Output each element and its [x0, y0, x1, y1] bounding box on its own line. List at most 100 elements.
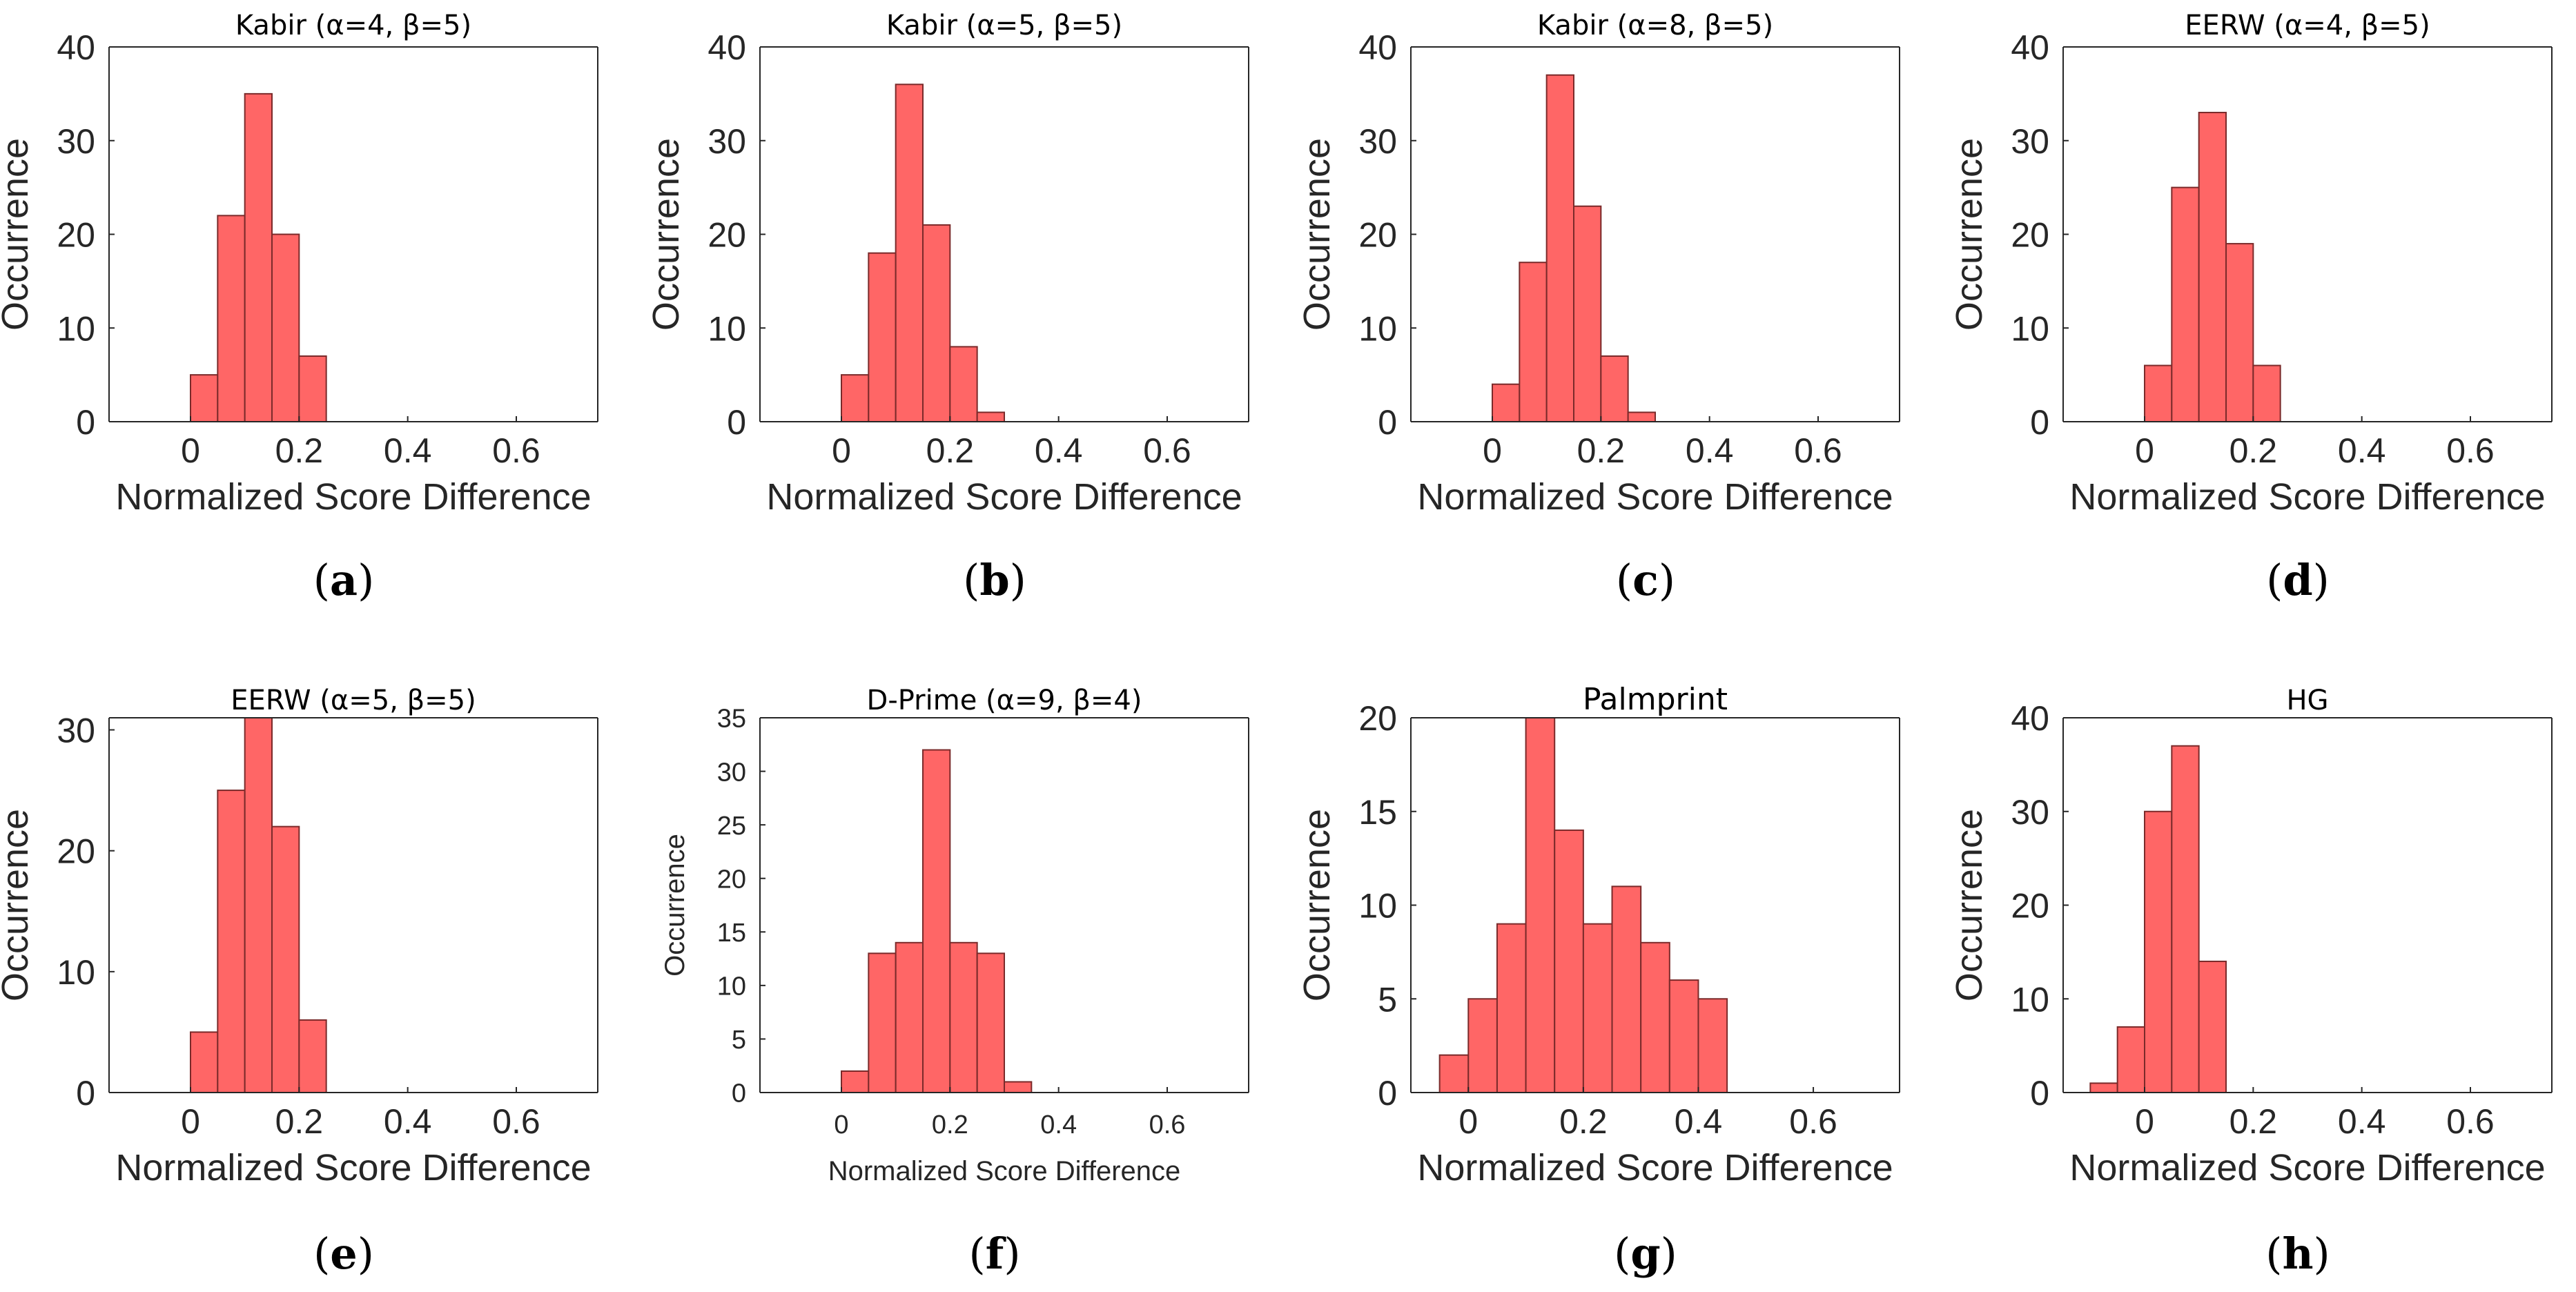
y-axis-label: Occurrence	[1949, 809, 1990, 1001]
chart-title: HG	[2286, 685, 2328, 716]
histogram-bar	[1525, 717, 1556, 1093]
histogram-panel: 0 0.2 0.4 0.6 0 10 20 30 40 Kabir (α=4, β=5) Norma…	[0, 10, 598, 605]
y-tick-label: 30	[57, 122, 95, 161]
x-tick-label: 0.4	[1686, 431, 1734, 470]
histogram-bar	[1545, 74, 1575, 422]
histogram-bar	[841, 374, 870, 422]
histogram-bar	[2198, 960, 2227, 1093]
caption-close-paren: )	[358, 1229, 374, 1279]
histogram-bar	[190, 1031, 219, 1093]
y-tick-label: 20	[57, 832, 95, 871]
panel-caption: (b)	[963, 555, 1026, 605]
y-tick-label: 40	[1358, 28, 1397, 67]
y-tick-label: 5	[732, 1026, 746, 1055]
histogram-bar	[1611, 885, 1642, 1093]
histogram-bar	[1627, 411, 1657, 422]
histogram-panel: 0 0.2 0.4 0.6 0 10 20 30 EERW (α=5, β=5) Normaliz…	[0, 685, 598, 1279]
histogram-bar	[2171, 186, 2200, 422]
histogram-bar	[1467, 998, 1498, 1093]
y-tick-label: 15	[1358, 793, 1397, 832]
y-tick-label: 30	[57, 712, 95, 750]
y-tick-label: 0	[727, 403, 746, 442]
caption-close-paren: )	[1661, 1229, 1677, 1279]
histogram-bar	[1438, 1054, 1470, 1093]
panel-caption: (f)	[968, 1229, 1020, 1279]
histogram-bar	[922, 224, 951, 422]
caption-close-paren: )	[1010, 555, 1026, 605]
histogram-bar	[217, 215, 246, 422]
caption-close-paren: )	[2313, 555, 2330, 605]
histogram-bar	[2116, 1026, 2146, 1093]
x-tick-label: 0.2	[2229, 431, 2278, 470]
caption-open-paren: (	[968, 1229, 985, 1279]
y-tick-label: 10	[1358, 309, 1397, 348]
y-tick-label: 5	[1378, 980, 1397, 1019]
caption-open-paren: (	[1616, 555, 1632, 605]
histogram-bar	[244, 92, 273, 422]
x-axis-label: Normalized Score Difference	[1417, 1147, 1893, 1188]
histogram-panel: 0 0.2 0.4 0.6 0 10 20 30 40 HG Normalized Score Di…	[1949, 685, 2553, 1279]
y-tick-label: 20	[57, 216, 95, 255]
y-tick-label: 20	[717, 865, 746, 894]
x-axis-label: Normalized Score Difference	[766, 476, 1242, 518]
x-axis-label: Normalized Score Difference	[115, 1147, 591, 1188]
panel-caption: (h)	[2265, 1229, 2330, 1279]
x-tick-label: 0	[1458, 1102, 1478, 1141]
histogram-bar	[298, 355, 327, 422]
x-tick-label: 0	[1483, 431, 1502, 470]
panel-caption: (d)	[2266, 555, 2330, 605]
histogram-panel: 0 0.2 0.4 0.6 0 10 20 30 40 Kabir (α=8, β=5) Norma…	[1296, 10, 1900, 605]
histogram-bar	[2144, 364, 2173, 422]
histogram-bar	[2198, 112, 2227, 422]
histogram-bar	[1496, 923, 1527, 1094]
histogram-bar	[244, 717, 273, 1093]
histogram-bar	[2225, 243, 2254, 422]
x-axis-label: Normalized Score Difference	[1417, 476, 1893, 518]
histogram-bar	[1554, 829, 1584, 1094]
caption-letter: f	[986, 1229, 1006, 1279]
y-tick-label: 40	[57, 28, 95, 67]
caption-open-paren: (	[2266, 555, 2283, 605]
histogram-bar	[868, 952, 897, 1094]
caption-close-paren: )	[358, 555, 374, 605]
y-tick-label: 30	[2011, 793, 2049, 832]
y-tick-label: 0	[732, 1079, 746, 1108]
y-tick-label: 20	[2011, 216, 2049, 255]
y-tick-label: 20	[1358, 216, 1397, 255]
x-tick-label: 0	[2135, 1102, 2154, 1141]
y-tick-label: 25	[717, 812, 746, 841]
x-tick-label: 0.2	[275, 431, 324, 470]
x-tick-label: 0.6	[2446, 431, 2495, 470]
x-tick-label: 0.4	[1040, 1110, 1077, 1139]
chart-title: D-Prime (α=9, β=4)	[867, 685, 1142, 716]
x-tick-label: 0	[181, 1102, 200, 1141]
x-tick-label: 0	[181, 431, 200, 470]
histogram-bar	[868, 252, 897, 422]
x-tick-label: 0.6	[1143, 431, 1191, 470]
x-axis-label: Normalized Score Difference	[828, 1156, 1181, 1186]
x-tick-label: 0.2	[1577, 431, 1626, 470]
chart-title: Palmprint	[1583, 682, 1728, 717]
histogram-bar	[1519, 262, 1548, 422]
histogram-bar	[976, 952, 1005, 1094]
histogram-panel: 0 0.2 0.4 0.6 0 10 20 30 40 Kabir (α=5, β=5) Norma…	[645, 10, 1249, 605]
x-axis-label: Normalized Score Difference	[2069, 476, 2545, 518]
x-tick-label: 0	[834, 1110, 848, 1139]
y-tick-label: 20	[2011, 887, 2049, 926]
caption-close-paren: )	[1659, 555, 1675, 605]
y-tick-label: 10	[1358, 887, 1397, 926]
x-tick-label: 0.6	[1789, 1102, 1837, 1141]
histogram-bar	[1600, 355, 1629, 422]
x-axis-label: Normalized Score Difference	[2069, 1147, 2545, 1188]
y-tick-label: 10	[57, 309, 95, 348]
histogram-bar	[1573, 205, 1602, 422]
x-tick-label: 0.6	[2446, 1102, 2495, 1141]
chart-title: Kabir (α=4, β=5)	[235, 10, 471, 41]
y-tick-label: 40	[2011, 699, 2049, 738]
histogram-bar	[2252, 364, 2281, 422]
y-tick-label: 20	[708, 216, 746, 255]
caption-letter: d	[2283, 555, 2312, 605]
caption-letter: g	[1630, 1229, 1660, 1279]
histogram-bar	[1004, 1081, 1033, 1094]
caption-open-paren: (	[2265, 1229, 2282, 1279]
